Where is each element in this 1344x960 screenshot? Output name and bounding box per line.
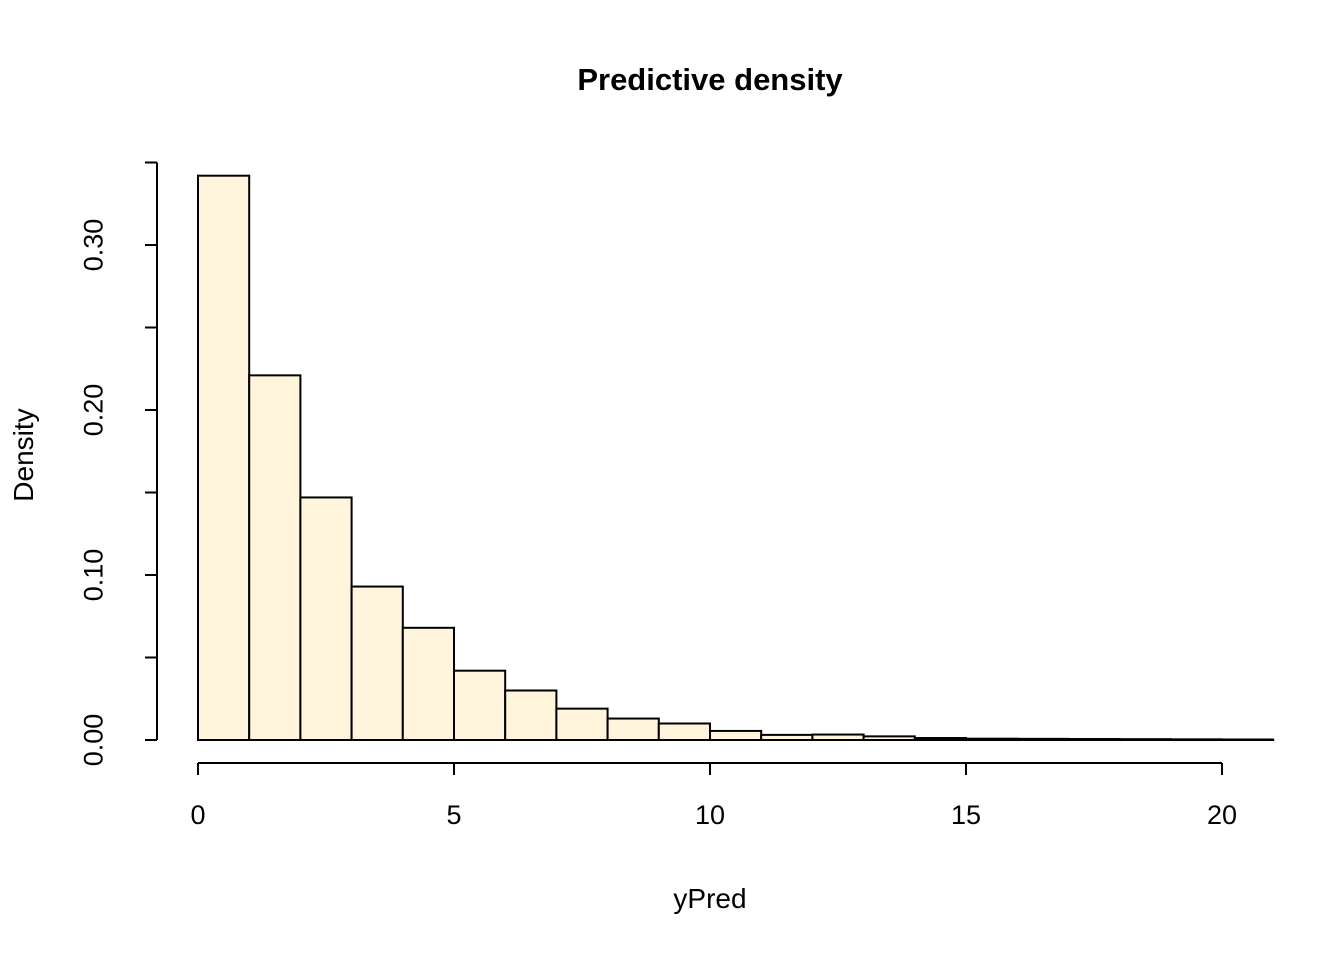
y-tick-label: 0.20: [78, 383, 109, 437]
histogram-bar: [709, 729, 763, 741]
x-tick-label: 15: [950, 800, 982, 830]
histogram-bar: [504, 689, 558, 741]
histogram-bar: [453, 669, 507, 742]
y-axis-label: Density: [8, 408, 39, 502]
histogram-bar: [248, 374, 302, 741]
y-tick-label: 0.00: [78, 713, 109, 767]
histogram-bar: [760, 733, 814, 742]
histogram-bar: [1067, 738, 1121, 742]
histogram-bar: [299, 496, 353, 742]
histogram-bar: [350, 585, 404, 741]
histogram-bar: [606, 717, 660, 741]
histogram-bar: [862, 735, 916, 741]
y-tick-label: 0.30: [78, 218, 109, 272]
x-tick-label: 20: [1206, 800, 1238, 830]
x-tick-label: 0: [190, 800, 206, 830]
histogram-bar: [913, 737, 967, 742]
histogram-bar: [1016, 737, 1070, 741]
histogram-bar: [1169, 738, 1224, 742]
histogram-bar: [555, 707, 609, 742]
histogram-bar: [1221, 738, 1275, 742]
histogram-bar: [811, 733, 865, 741]
histogram-bar: [965, 737, 1019, 741]
histogram-bar: [401, 626, 455, 741]
x-axis-label: yPred: [673, 883, 747, 914]
x-tick-label: 5: [446, 800, 462, 830]
histogram-bar: [1118, 738, 1172, 741]
x-tick-label: 10: [694, 800, 726, 830]
y-tick-label: 0.10: [78, 548, 109, 602]
histogram-bar: [657, 722, 711, 741]
chart-title: Predictive density: [577, 62, 843, 97]
histogram-bar: [197, 174, 251, 741]
